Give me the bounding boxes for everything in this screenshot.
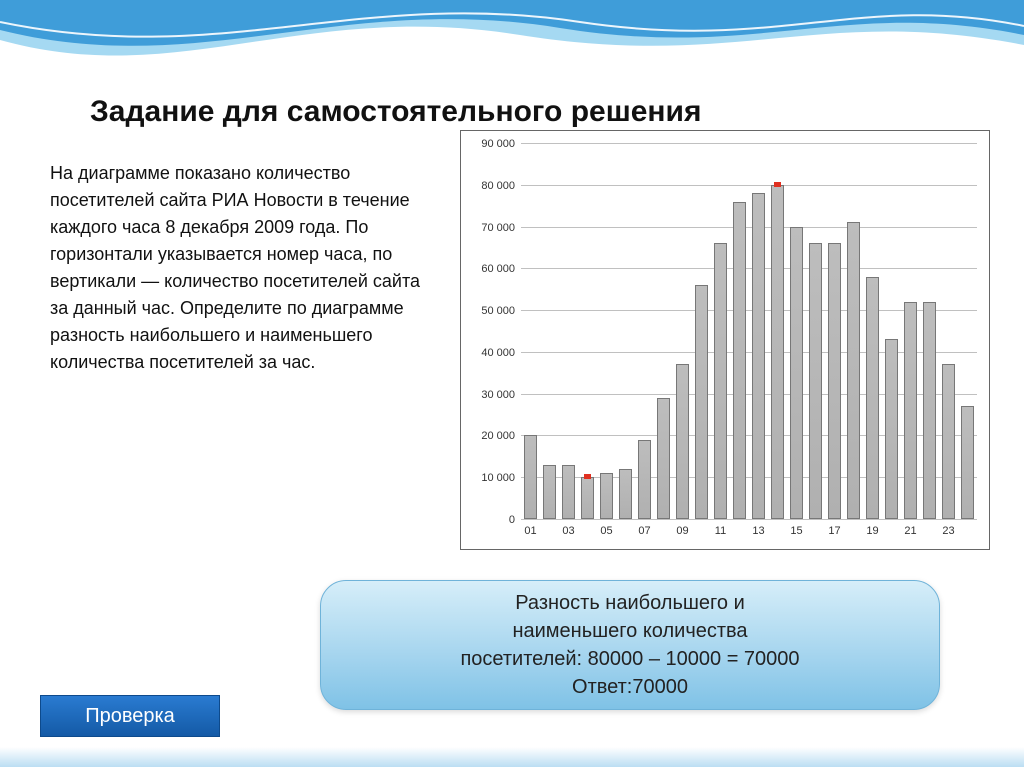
- answer-bubble: Разность наибольшего и наименьшего колич…: [320, 580, 940, 710]
- x-axis-label: 09: [673, 525, 692, 543]
- bar: [676, 364, 690, 519]
- bar: [885, 339, 899, 519]
- gridline: 0: [521, 519, 977, 520]
- x-axis-label: [654, 525, 673, 543]
- page-title: Задание для самостоятельного решения: [90, 95, 701, 129]
- bar-slot: [901, 143, 920, 519]
- bar: [657, 398, 671, 519]
- y-axis-label: 10 000: [481, 472, 515, 484]
- bar-slot: [749, 143, 768, 519]
- answer-line: наименьшего количества: [512, 617, 747, 645]
- x-axis-label: 17: [825, 525, 844, 543]
- x-axis-label: [844, 525, 863, 543]
- y-axis-label: 30 000: [481, 389, 515, 401]
- x-axis-label: 19: [863, 525, 882, 543]
- bar-slot: [730, 143, 749, 519]
- bar-slot: [939, 143, 958, 519]
- bar: [790, 227, 804, 519]
- x-axis-label: [540, 525, 559, 543]
- bar: [524, 435, 538, 519]
- bar: [600, 473, 614, 519]
- y-axis-label: 40 000: [481, 347, 515, 359]
- x-axis-label: 13: [749, 525, 768, 543]
- answer-line: Ответ:70000: [572, 673, 688, 701]
- bar: [904, 302, 918, 519]
- visitors-chart: 0 10 000 20 000 30 000 40 000 50 000 60 000 70 …: [460, 130, 990, 550]
- x-axis-label: 23: [939, 525, 958, 543]
- x-axis-label: [882, 525, 901, 543]
- x-axis-label: [616, 525, 635, 543]
- extreme-marker: [584, 474, 591, 479]
- bar: [562, 465, 576, 519]
- bar-slot: [673, 143, 692, 519]
- bar: [543, 465, 557, 519]
- bar-slot: [578, 143, 597, 519]
- x-axis-label: 21: [901, 525, 920, 543]
- bar: [771, 185, 785, 519]
- x-axis-label: [692, 525, 711, 543]
- bar: [828, 243, 842, 519]
- bar-slot: [920, 143, 939, 519]
- x-axis-label: 07: [635, 525, 654, 543]
- bar: [714, 243, 728, 519]
- bar: [961, 406, 975, 519]
- x-axis-label: 05: [597, 525, 616, 543]
- x-axis-label: 01: [521, 525, 540, 543]
- answer-line: Разность наибольшего и: [515, 589, 745, 617]
- bar-slot: [882, 143, 901, 519]
- bar: [638, 440, 652, 519]
- y-axis-label: 90 000: [481, 138, 515, 150]
- bar-slot: [597, 143, 616, 519]
- bar: [619, 469, 633, 519]
- bar-slot: [559, 143, 578, 519]
- bar: [581, 477, 595, 519]
- extreme-marker: [774, 182, 781, 187]
- decorative-wave: [0, 0, 1024, 90]
- bar-slot: [768, 143, 787, 519]
- check-button[interactable]: Проверка: [40, 695, 220, 737]
- bar-slot: [635, 143, 654, 519]
- bar: [752, 193, 766, 519]
- answer-line: посетителей: 80000 – 10000 = 70000: [460, 645, 799, 673]
- bar: [942, 364, 956, 519]
- bar-slot: [692, 143, 711, 519]
- decorative-footer: [0, 747, 1024, 767]
- bar: [847, 222, 861, 519]
- bar-slot: [521, 143, 540, 519]
- x-axis-label: 15: [787, 525, 806, 543]
- bar-slot: [787, 143, 806, 519]
- bar-slot: [806, 143, 825, 519]
- bar: [923, 302, 937, 519]
- x-axis-label: [768, 525, 787, 543]
- y-axis-label: 0: [509, 514, 515, 526]
- y-axis-label: 50 000: [481, 305, 515, 317]
- y-axis-label: 20 000: [481, 430, 515, 442]
- check-button-label: Проверка: [85, 705, 175, 728]
- y-axis-label: 80 000: [481, 180, 515, 192]
- task-description: На диаграмме показано количество посетит…: [50, 160, 430, 376]
- x-axis-label: 11: [711, 525, 730, 543]
- x-axis-label: [806, 525, 825, 543]
- bar: [733, 202, 747, 520]
- bar-slot: [711, 143, 730, 519]
- x-axis-label: [920, 525, 939, 543]
- x-axis-label: [958, 525, 977, 543]
- bar-slot: [863, 143, 882, 519]
- x-axis-label: [578, 525, 597, 543]
- bar-slot: [654, 143, 673, 519]
- x-axis-label: [730, 525, 749, 543]
- bar-slot: [958, 143, 977, 519]
- bar: [866, 277, 880, 519]
- y-axis-label: 60 000: [481, 263, 515, 275]
- bar-slot: [825, 143, 844, 519]
- bar-slot: [616, 143, 635, 519]
- bar-slot: [844, 143, 863, 519]
- bar-slot: [540, 143, 559, 519]
- bar: [695, 285, 709, 519]
- x-axis-label: 03: [559, 525, 578, 543]
- bar: [809, 243, 823, 519]
- y-axis-label: 70 000: [481, 222, 515, 234]
